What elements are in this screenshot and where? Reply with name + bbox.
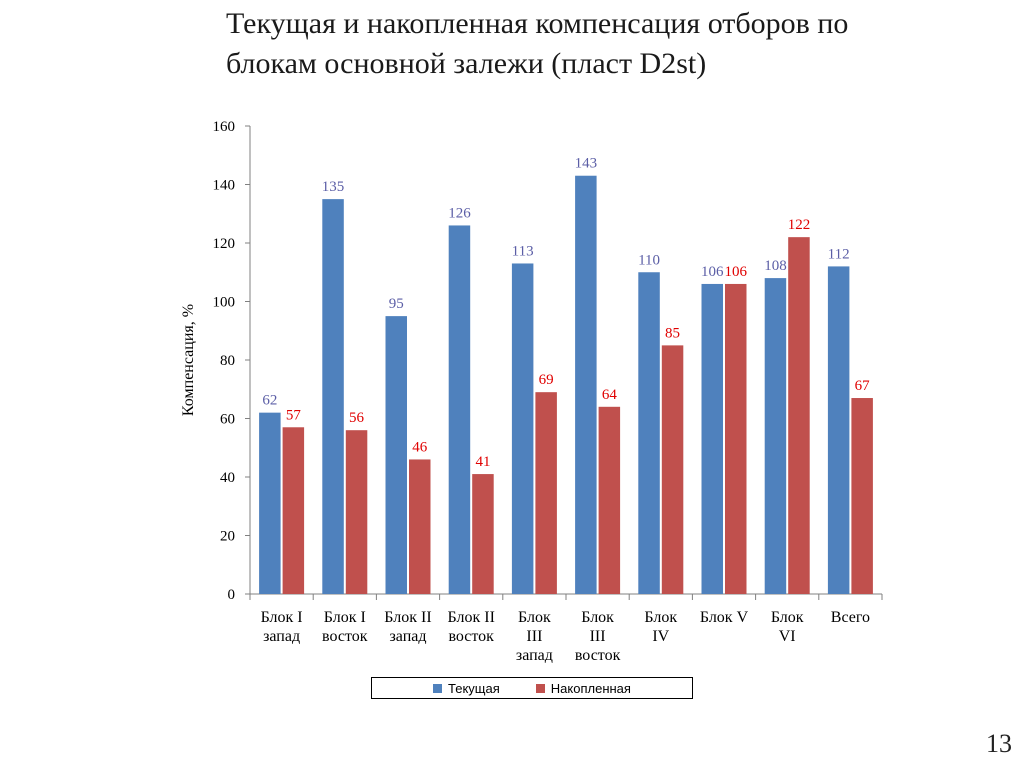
x-category-label: VI (779, 628, 796, 645)
x-category-label: Блок (771, 609, 804, 626)
x-category-label: Блок II (448, 609, 495, 626)
x-category-label: запад (263, 628, 300, 645)
y-tick-label: 0 (228, 587, 236, 603)
x-category-label: восток (575, 647, 621, 664)
data-label-current: 112 (828, 246, 850, 262)
bar-current (638, 272, 660, 594)
bar-current (259, 412, 281, 594)
bar-cumulative (409, 459, 431, 594)
data-label-cumulative: 67 (855, 378, 871, 394)
data-label-current: 143 (575, 156, 598, 172)
chart-legend: Текущая Накопленная (371, 677, 693, 699)
bar-cumulative (851, 398, 873, 594)
bar-cumulative (788, 237, 810, 594)
data-label-cumulative: 57 (286, 407, 302, 423)
y-tick-label: 80 (220, 353, 235, 369)
y-tick-label: 160 (213, 119, 236, 135)
slide-title: Текущая и накопленная компенсация отборо… (226, 4, 986, 84)
data-label-current: 113 (512, 243, 534, 259)
bar-current (448, 225, 471, 594)
x-category-label: III (590, 628, 606, 645)
data-label-current: 108 (764, 258, 787, 274)
data-label-current: 95 (389, 296, 404, 312)
bar-current (511, 263, 534, 594)
legend-item-current: Текущая (433, 681, 500, 696)
y-tick-label: 120 (213, 236, 236, 252)
bar-cumulative (661, 345, 684, 594)
bar-current (575, 175, 597, 594)
x-category-label: III (526, 628, 542, 645)
x-category-label: запад (516, 647, 553, 664)
data-label-current: 135 (322, 179, 345, 195)
data-label-current: 126 (448, 205, 471, 221)
x-category-label: запад (389, 628, 426, 645)
x-category-label: Блок II (384, 609, 431, 626)
data-label-cumulative: 41 (475, 454, 490, 470)
legend-item-cumulative: Накопленная (535, 680, 631, 696)
data-label-current: 106 (701, 264, 724, 280)
bar-cumulative (725, 283, 747, 594)
data-label-current: 62 (262, 393, 277, 409)
y-tick-label: 140 (213, 178, 236, 194)
x-category-label: Блок I (261, 609, 303, 626)
data-label-cumulative: 64 (602, 387, 618, 403)
page-number: 13 (986, 729, 1012, 758)
x-category-label: Блок V (700, 609, 749, 626)
x-category-label: Всего (831, 609, 870, 626)
bar-current (385, 316, 407, 594)
y-tick-label: 60 (220, 412, 235, 428)
x-category-label: восток (322, 628, 368, 645)
title-line-2: блокам основной залежи (пласт D2st) (226, 47, 707, 80)
bar-cumulative (598, 406, 621, 594)
x-category-label: IV (652, 628, 669, 645)
title-line-1: Текущая и накопленная компенсация отборо… (226, 7, 849, 40)
data-label-cumulative: 46 (412, 439, 428, 455)
bar-cumulative (472, 474, 494, 594)
legend-swatch-current (433, 683, 443, 693)
bar-current (827, 266, 850, 594)
legend-label-current: Текущая (448, 680, 500, 696)
data-label-current: 110 (638, 252, 660, 268)
data-label-cumulative: 69 (539, 372, 554, 388)
bar-cumulative (282, 427, 305, 594)
y-axis-title: Компенсация, % (180, 304, 197, 416)
bar-current (701, 283, 723, 594)
data-label-cumulative: 85 (665, 325, 680, 341)
bar-cumulative (535, 392, 557, 594)
bar-current (322, 199, 344, 594)
x-category-label: Блок (581, 609, 614, 626)
legend-label-cumulative: Накопленная (550, 680, 631, 696)
bar-current (764, 278, 787, 594)
y-tick-label: 40 (220, 470, 235, 486)
y-tick-label: 100 (213, 295, 236, 311)
x-category-label: Блок (518, 609, 551, 626)
data-label-cumulative: 56 (349, 410, 365, 426)
data-label-cumulative: 106 (725, 264, 748, 280)
legend-swatch-cumulative (535, 683, 545, 693)
x-category-label: Блок I (324, 609, 366, 626)
x-category-label: восток (448, 628, 494, 645)
x-category-label: Блок (644, 609, 677, 626)
y-tick-label: 20 (220, 529, 235, 545)
data-label-cumulative: 122 (788, 217, 811, 233)
bar-cumulative (345, 430, 368, 594)
